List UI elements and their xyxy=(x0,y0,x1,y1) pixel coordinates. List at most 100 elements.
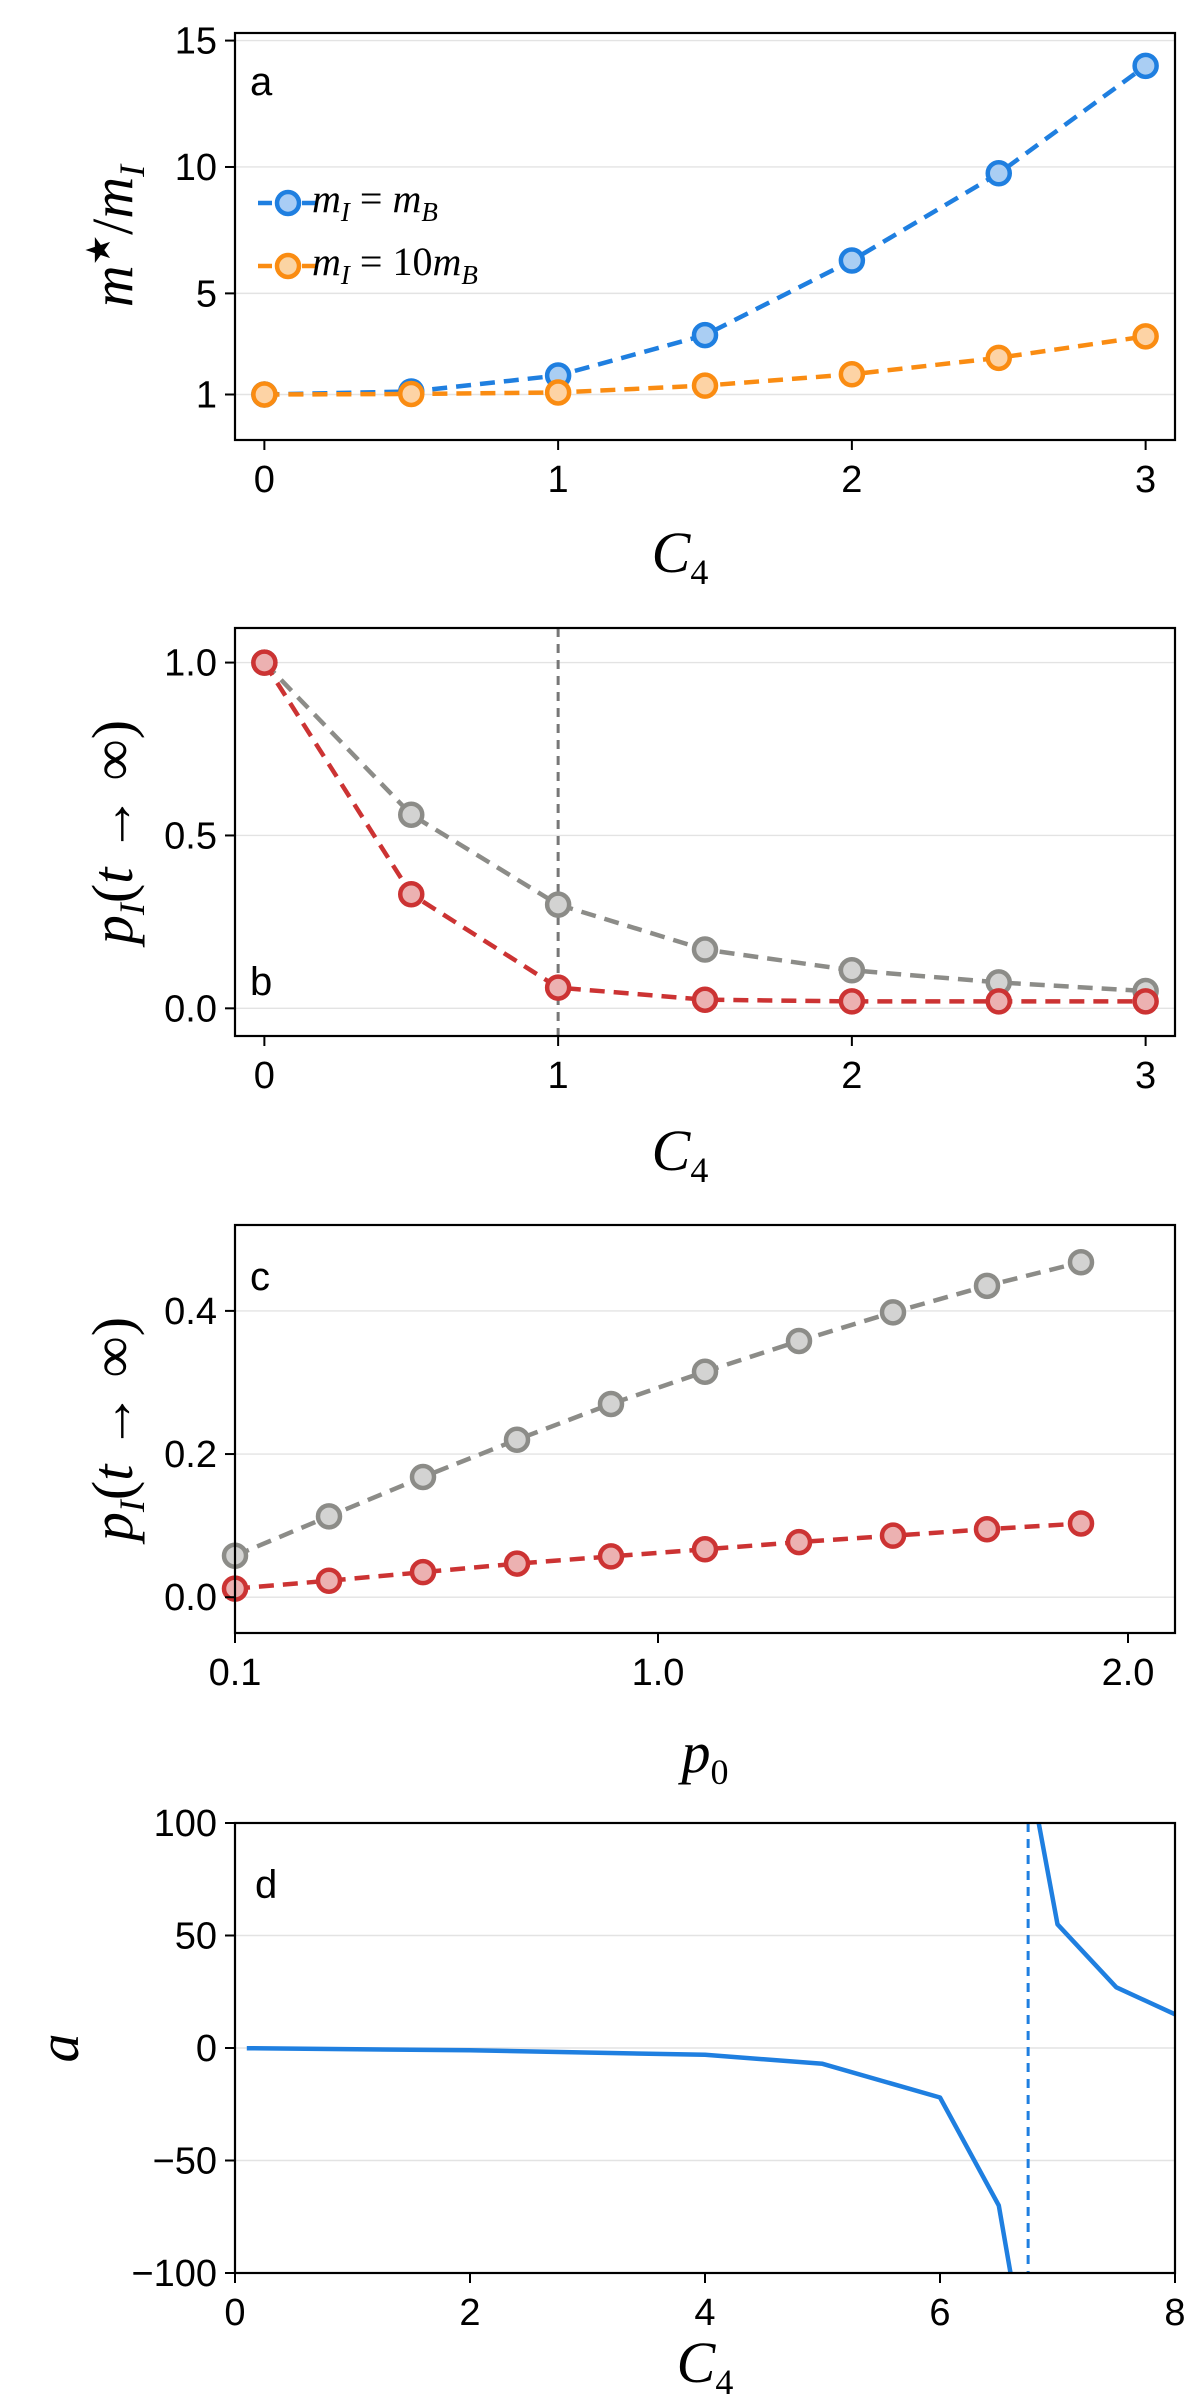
panel-d-xlabel: C4 xyxy=(677,2330,734,2400)
panel-c-xlabel: p0 xyxy=(678,1720,729,1792)
panel-b-xtick-label: 0 xyxy=(254,1055,275,1097)
panel-c-series-red-line xyxy=(234,1521,1082,1591)
panel-d-label: d xyxy=(255,1863,277,1907)
panel-b-series-0-point xyxy=(691,936,719,963)
panel-c-ytick-label: 0.0 xyxy=(164,1577,217,1619)
panel-a-ylabel: m★/mI xyxy=(80,163,152,307)
panel-b-series-0-point xyxy=(544,891,572,918)
panel-d-xtick-label: 6 xyxy=(929,2292,950,2334)
panel-d-curve-branch-1 xyxy=(1036,1822,1176,2017)
panel-b-ytick-label: 0.5 xyxy=(164,815,217,857)
panel-a-xtick-label: 3 xyxy=(1135,459,1156,501)
panel-c-series-gray-line xyxy=(234,1260,1082,1558)
panel-c-series xyxy=(221,1248,1095,1602)
panel-c-grid xyxy=(235,1310,1175,1598)
panel-a-series-0-point xyxy=(691,321,719,349)
panel-b-xtick-label: 2 xyxy=(841,1055,862,1097)
panel-c-series-0-point xyxy=(315,1503,343,1530)
panel-c-series-0-point xyxy=(597,1390,625,1418)
panel-c-series-1-point xyxy=(879,1522,907,1549)
panel-c-ytick-label: 0.2 xyxy=(164,1434,217,1476)
panel-d-ylabel: a xyxy=(26,2034,91,2063)
panel-c-series-0-point xyxy=(409,1463,437,1491)
panel-c-series-0-point xyxy=(691,1358,719,1385)
panel-a-xtick-label: 2 xyxy=(841,459,862,501)
panel-d-xtick-label: 0 xyxy=(224,2292,245,2334)
panel-d-series xyxy=(246,1822,1176,2274)
panel-b-xtick-label: 1 xyxy=(548,1055,569,1097)
panel-b-xtick-label: 3 xyxy=(1135,1055,1156,1097)
panel-a-xtick-label: 1 xyxy=(548,459,569,501)
panel-c-frame xyxy=(233,1223,1177,1635)
panel-c-series-1-point xyxy=(409,1558,437,1586)
panel-c-series-1-point xyxy=(503,1550,531,1577)
panel-c-series-0-point xyxy=(503,1426,531,1453)
panel-c-series-1-point xyxy=(691,1536,719,1563)
panel-a-series-1-point xyxy=(985,344,1012,372)
panel-d-xtick-label: 8 xyxy=(1164,2292,1185,2334)
legend-entry-orange: mI = 10mB xyxy=(258,239,478,290)
panel-b-series-1-point xyxy=(398,880,425,908)
panel-c-label: c xyxy=(250,1255,270,1299)
panel-c-series-0-point xyxy=(879,1299,907,1326)
panel-b-xlabel: C4 xyxy=(652,1118,709,1190)
panel-a-ytick-label: 15 xyxy=(175,21,217,63)
panel-d-ytick-label: 0 xyxy=(196,2028,217,2070)
panel-c-xtick-label: 0.1 xyxy=(209,1652,262,1694)
panel-b-frame xyxy=(233,626,1177,1038)
panel-b-ylabel: pI(t → ∞) xyxy=(80,720,152,948)
panel-a-xlabel: C4 xyxy=(652,520,709,592)
panel-c-series-1-point xyxy=(315,1567,343,1594)
panel-d: −100 −50 0 50 100 0 2 4 6 8 d C4 a xyxy=(26,1803,1186,2400)
panel-d-ytick-label: −50 xyxy=(153,2141,217,2183)
panel-a-series-0-point xyxy=(1132,52,1159,80)
panel-c-ylabel: pI(t → ∞) xyxy=(80,1317,152,1545)
legend: mI = mB mI = 10mB xyxy=(258,176,478,290)
panel-c-series-1-point xyxy=(785,1528,813,1556)
panel-d-xtick-label: 4 xyxy=(694,2292,715,2334)
panel-c-ytick-label: 0.4 xyxy=(164,1291,217,1333)
panel-b: 0.0 0.5 1.0 0 1 2 3 b C4 pI(t → ∞) xyxy=(80,626,1177,1190)
panel-b-label: b xyxy=(250,960,272,1004)
panel-b-series-1-point xyxy=(1132,988,1159,1015)
panel-b-series-1-point xyxy=(838,988,866,1015)
panel-c: 0.0 0.2 0.4 0.1 1.0 2.0 c p0 pI(t → ∞) xyxy=(80,1223,1177,1792)
panel-c-series-1-point xyxy=(597,1543,625,1570)
panel-a-xtick-label: 0 xyxy=(254,459,275,501)
panel-b-series-1-point xyxy=(985,988,1012,1015)
panel-a-series-0-point xyxy=(985,160,1012,187)
legend-entry-blue: mI = mB xyxy=(258,176,438,227)
panel-a-series-1-point xyxy=(1132,323,1159,350)
panel-a-series-1-point xyxy=(544,379,572,406)
panel-d-ytick-label: −100 xyxy=(131,2253,217,2295)
panel-a-series-1-point xyxy=(838,361,866,388)
panel-c-ticks: 0.0 0.2 0.4 0.1 1.0 2.0 xyxy=(164,1291,1154,1694)
panel-c-series-1-point xyxy=(973,1515,1001,1543)
panel-a-series-1-point xyxy=(691,372,719,399)
panel-c-series-0-point xyxy=(973,1272,1001,1300)
panel-a-ytick-label: 1 xyxy=(196,374,217,416)
panel-c-series-0-point xyxy=(785,1327,813,1355)
legend-blue-marker xyxy=(274,189,302,217)
panel-d-ytick-label: 50 xyxy=(175,1916,217,1958)
panel-c-series-0-point xyxy=(1067,1248,1095,1276)
panel-b-series xyxy=(251,628,1159,1036)
panel-a-ytick-label: 10 xyxy=(175,147,217,189)
panel-c-xtick-label: 1.0 xyxy=(632,1652,685,1694)
panel-b-ytick-label: 1.0 xyxy=(164,643,217,685)
panel-d-xtick-label: 2 xyxy=(459,2292,480,2334)
panel-c-series-1-point xyxy=(1067,1510,1095,1537)
panel-a-series-1-point xyxy=(251,381,278,408)
panel-b-series-1-point xyxy=(251,649,278,676)
panel-d-curve-branch-0 xyxy=(246,2045,1013,2274)
panel-a-ytick-label: 5 xyxy=(196,273,217,315)
panel-a-series-1-point xyxy=(398,380,425,408)
panel-b-ytick-label: 0.0 xyxy=(164,988,217,1030)
panel-a-series xyxy=(251,52,1159,408)
panel-a-label: a xyxy=(250,60,273,104)
panel-b-ticks: 0.0 0.5 1.0 0 1 2 3 xyxy=(164,643,1156,1097)
legend-orange-label: mI = 10mB xyxy=(312,239,478,290)
panel-b-series-1-point xyxy=(691,986,719,1013)
